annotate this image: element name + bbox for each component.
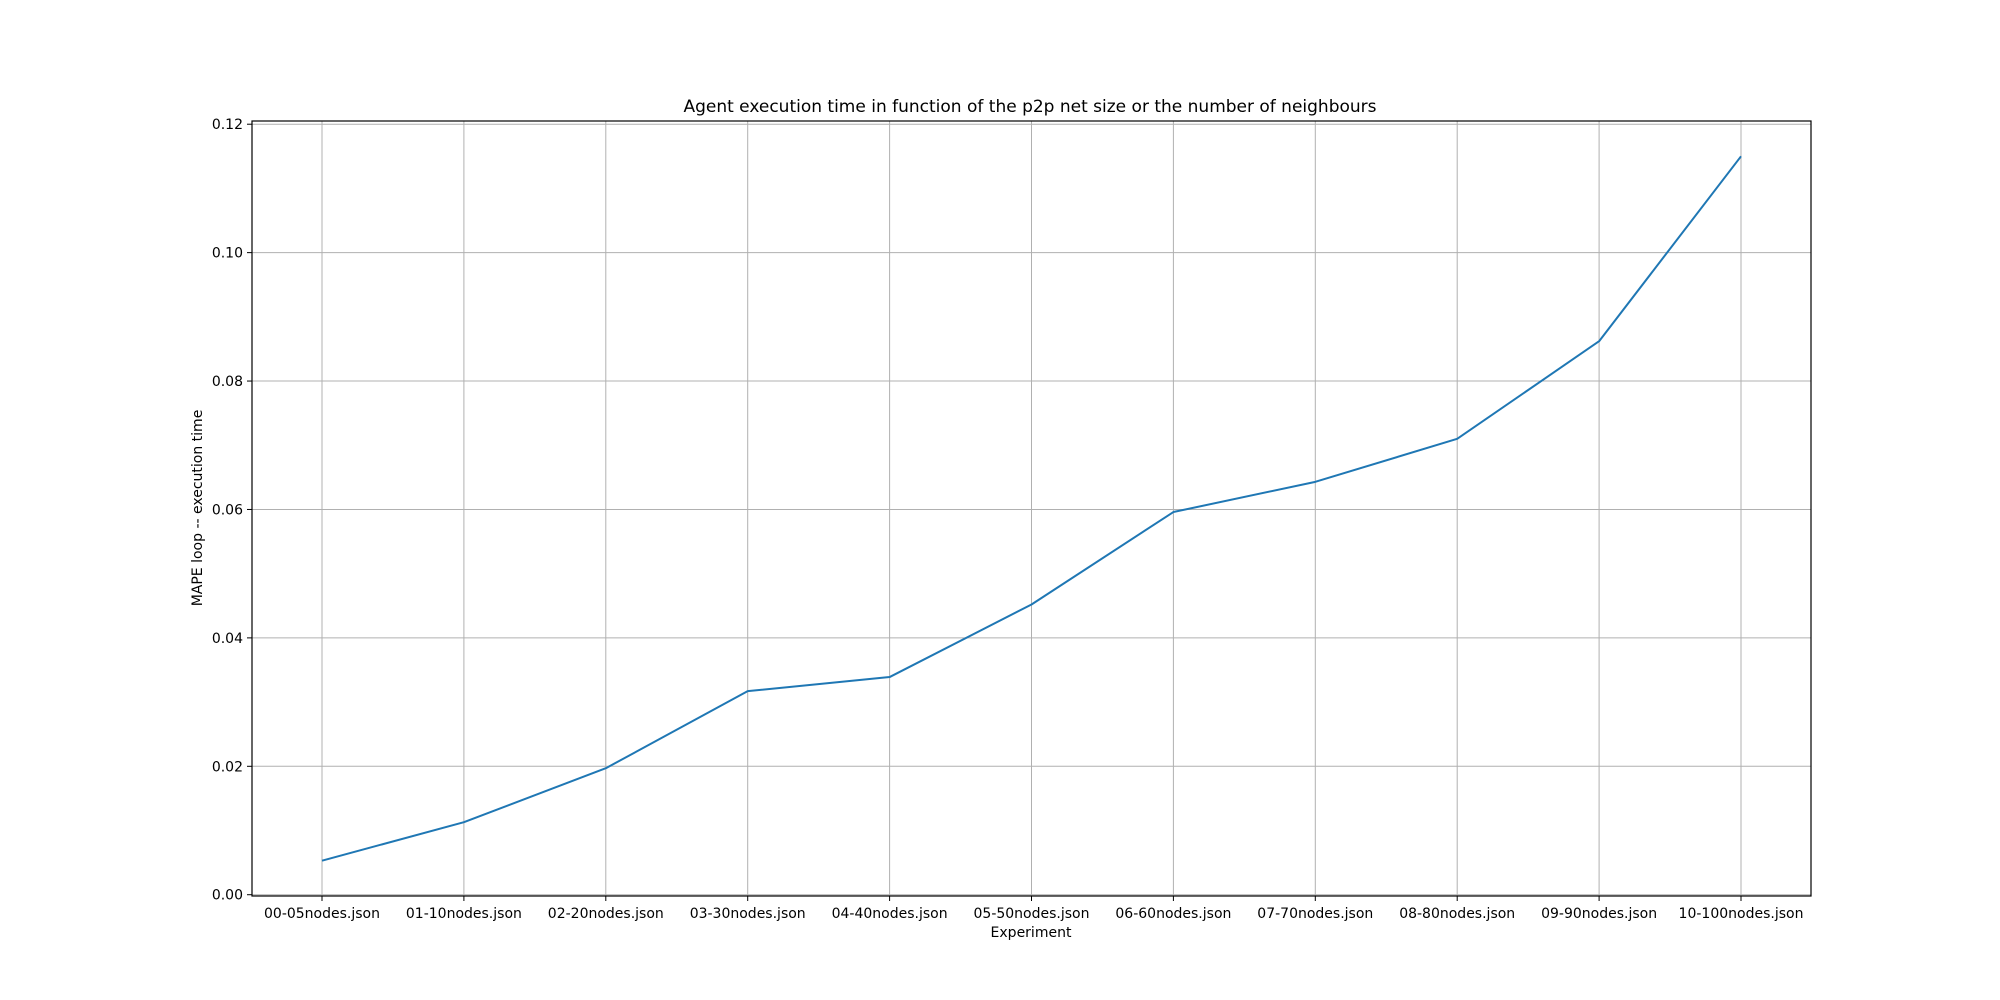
x-tick-label: 08-80nodes.json [1399, 906, 1515, 922]
x-tick-label: 10-100nodes.json [1679, 906, 1804, 922]
x-tick-label: 01-10nodes.json [406, 906, 522, 922]
x-tick-label: 06-60nodes.json [1115, 906, 1231, 922]
x-tick-label: 02-20nodes.json [548, 906, 664, 922]
y-tick-label: 0.00 [212, 888, 243, 904]
x-tick-label: 00-05nodes.json [264, 906, 380, 922]
chart-title: Agent execution time in function of the … [683, 97, 1376, 117]
x-tick-label: 03-30nodes.json [690, 906, 806, 922]
y-axis-ticks: 0.00 0.02 0.04 0.06 0.08 0.10 0.12 [212, 117, 252, 904]
x-tick-label: 07-70nodes.json [1257, 906, 1373, 922]
x-tick-label: 04-40nodes.json [832, 906, 948, 922]
y-tick-label: 0.02 [212, 759, 243, 775]
x-axis-label: Experiment [991, 925, 1072, 941]
series-layer [321, 155, 1742, 862]
x-tick-label: 05-50nodes.json [974, 906, 1090, 922]
y-tick-label: 0.08 [212, 374, 243, 390]
y-tick-label: 0.04 [212, 631, 243, 647]
grid-lines [252, 121, 1811, 896]
y-tick-label: 0.12 [212, 117, 243, 133]
y-tick-label: 0.10 [212, 246, 243, 262]
y-tick-label: 0.06 [212, 502, 243, 518]
y-axis-label: MAPE loop -- execution time [190, 410, 206, 607]
series-line [321, 155, 1742, 862]
x-tick-label: 09-90nodes.json [1541, 906, 1657, 922]
x-axis-ticks: 00-05nodes.json 01-10nodes.json 02-20nodes… [264, 896, 1803, 922]
